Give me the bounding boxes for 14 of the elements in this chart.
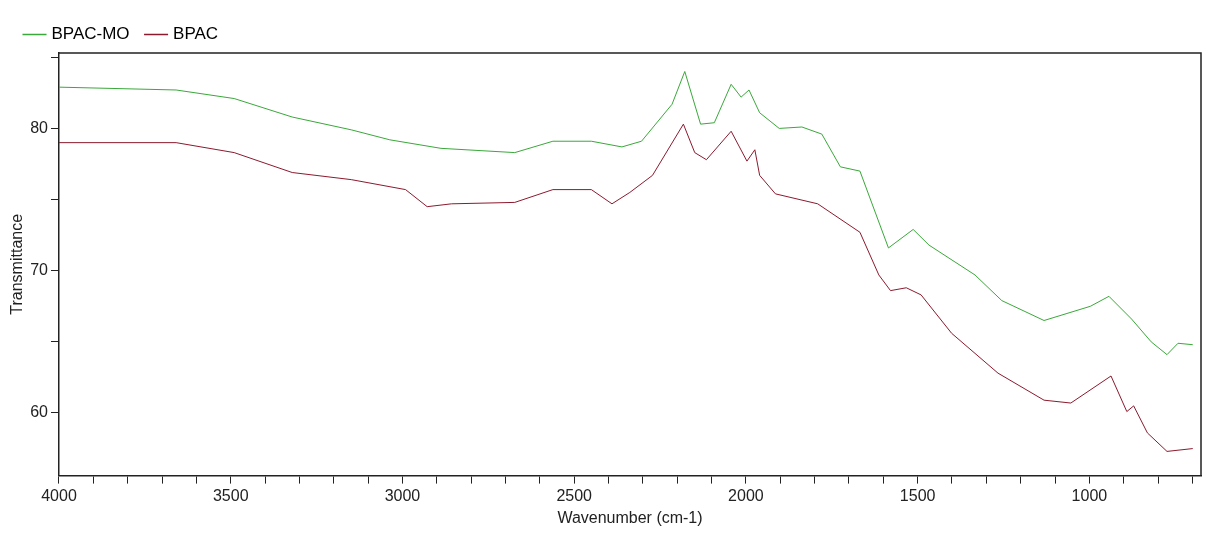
legend-label: BPAC: [173, 24, 219, 44]
y-tick-label: 80: [30, 118, 49, 136]
x-tick-label: 4000: [41, 486, 77, 504]
x-tick-label: 1500: [899, 486, 936, 504]
y-tick-label: 70: [30, 261, 49, 279]
x-tick-label: 3000: [384, 486, 421, 504]
x-tick-label: 3500: [212, 486, 249, 504]
x-tick-label: 2500: [556, 486, 593, 504]
x-tick-label: 1000: [1071, 486, 1108, 504]
y-tick-label: 60: [30, 403, 49, 421]
x-tick-label: 2000: [728, 486, 764, 504]
x-axis-title: Wavenumber (cm-1): [557, 508, 703, 526]
legend-label: BPAC-MO: [51, 24, 130, 44]
y-axis-title: Transmittance: [8, 213, 26, 315]
